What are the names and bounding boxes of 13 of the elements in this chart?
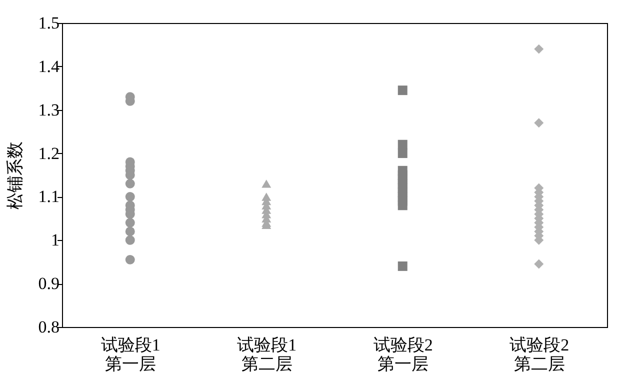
x-tick-label: 试验段2 第一层 [373, 336, 433, 374]
x-tick-label: 试验段1 第一层 [100, 336, 160, 374]
y-tick-label: 1.4 [38, 56, 60, 76]
y-tick-label: 1.1 [38, 187, 60, 206]
x-tick-label: 试验段2 第二层 [510, 336, 570, 374]
y-tick-label: 1.2 [38, 144, 60, 163]
y-tick-label: 0.9 [38, 274, 60, 294]
x-tick-label: 试验段1 第二层 [237, 336, 297, 374]
y-tick-label: 1 [51, 230, 60, 250]
y-tick-label: 1.5 [38, 14, 60, 32]
y-tick-label: 0.8 [38, 318, 60, 336]
y-axis-title: 松铺系数 [5, 142, 26, 210]
y-tick-label: 1.3 [38, 100, 60, 120]
